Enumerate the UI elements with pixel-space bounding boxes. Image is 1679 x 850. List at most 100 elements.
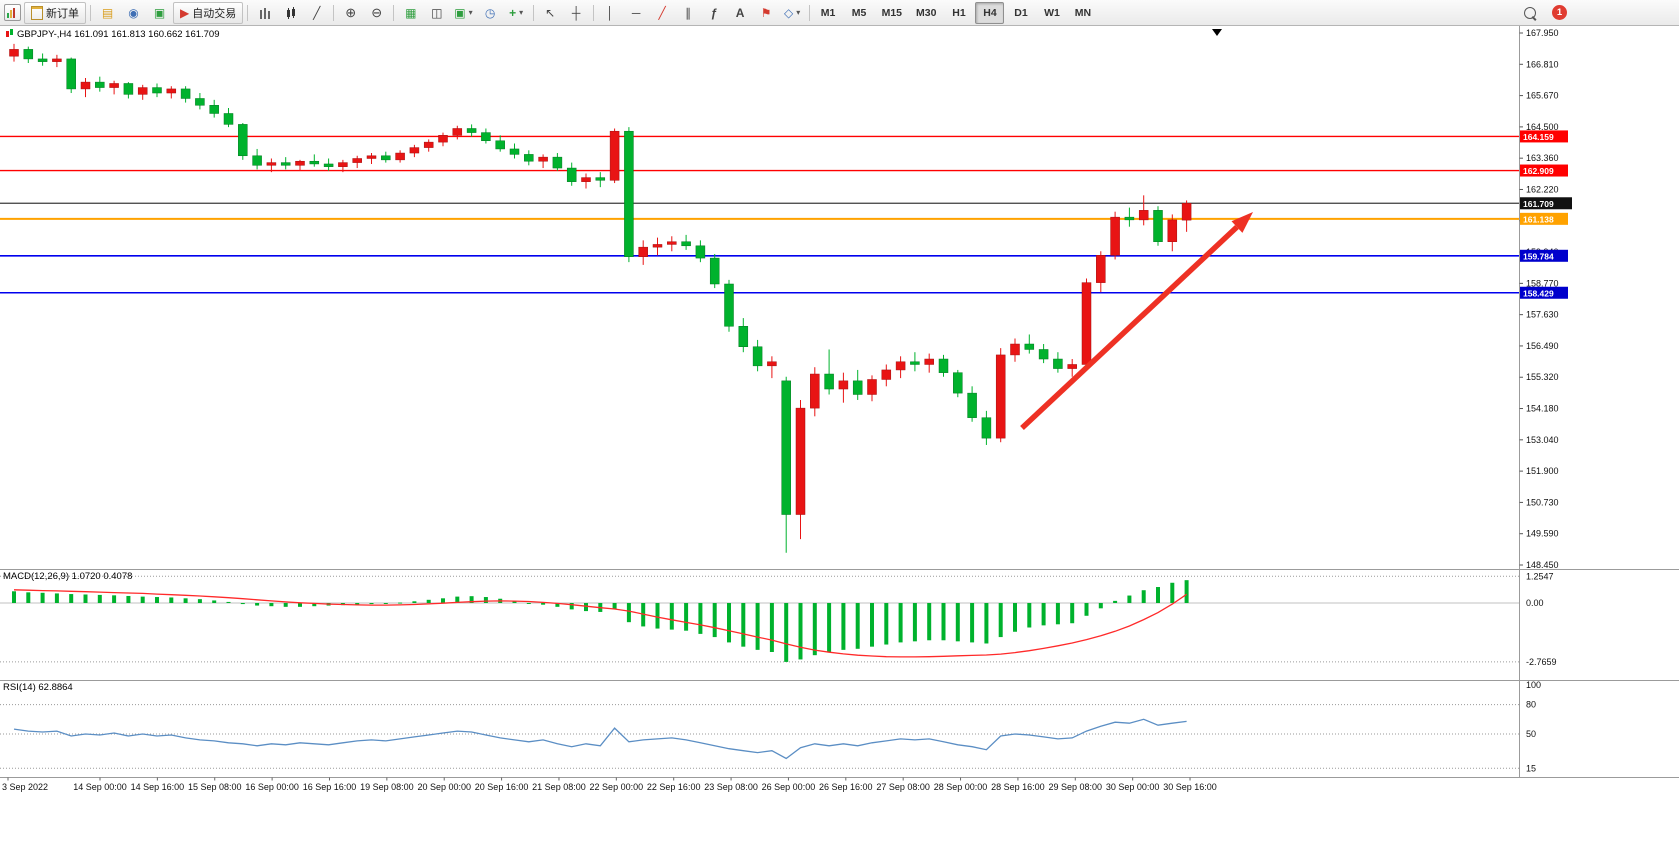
candle[interactable] [509, 148, 520, 155]
candle[interactable] [137, 87, 148, 95]
candle[interactable] [938, 358, 949, 373]
candle[interactable] [1138, 210, 1149, 221]
candle[interactable] [1181, 203, 1192, 221]
candle[interactable] [452, 128, 463, 136]
candle[interactable] [1153, 210, 1163, 242]
line-chart-button[interactable]: ╱ [304, 2, 329, 24]
candle[interactable] [552, 156, 563, 169]
candle[interactable] [881, 369, 892, 380]
timeframe-m5-button[interactable]: M5 [851, 6, 867, 19]
candle[interactable] [166, 88, 177, 94]
candle[interactable] [781, 380, 791, 515]
candle[interactable] [1096, 255, 1106, 283]
candle[interactable] [609, 130, 620, 181]
candle[interactable] [795, 407, 806, 515]
candle[interactable] [423, 141, 434, 148]
candle[interactable] [838, 380, 849, 390]
candle[interactable] [266, 162, 277, 166]
candle[interactable] [80, 81, 91, 90]
candle[interactable] [1124, 216, 1135, 221]
candle[interactable] [381, 155, 391, 161]
candle[interactable] [995, 354, 1006, 439]
candle[interactable] [209, 105, 219, 114]
candle[interactable] [1053, 358, 1063, 369]
candle[interactable] [481, 132, 491, 142]
candle[interactable] [953, 372, 963, 394]
candle[interactable] [667, 241, 677, 245]
terminal-button[interactable]: ▣ [147, 2, 172, 24]
candle[interactable] [1038, 349, 1049, 360]
candle[interactable] [352, 158, 362, 163]
bar-chart-button[interactable] [252, 2, 277, 24]
timeframe-h4-button[interactable]: H4 [975, 1, 1005, 24]
fibonacci-button[interactable]: ƒ [702, 2, 727, 24]
timeframe-m15-button[interactable]: M15 [881, 6, 903, 19]
shift-end-marker[interactable] [1212, 29, 1222, 36]
candle[interactable] [395, 152, 405, 161]
shapes-button[interactable]: ◇ ▾ [780, 2, 805, 24]
candle[interactable] [195, 98, 205, 106]
candle[interactable] [123, 83, 134, 95]
zoom-out-button[interactable]: ⊖ [364, 2, 389, 24]
candle[interactable] [810, 373, 820, 409]
candle[interactable] [109, 83, 119, 88]
candle[interactable] [1010, 343, 1020, 356]
candle[interactable] [1024, 343, 1035, 350]
candle[interactable] [280, 162, 291, 166]
candle[interactable] [624, 130, 634, 257]
candle[interactable] [52, 58, 62, 62]
candle[interactable] [595, 177, 606, 181]
vertical-line-button[interactable]: │ [598, 2, 623, 24]
candle[interactable] [438, 135, 448, 143]
timeframe-w1-button[interactable]: W1 [1044, 6, 1060, 19]
candle[interactable] [1167, 219, 1178, 242]
candle[interactable] [338, 162, 348, 167]
candle[interactable] [9, 49, 19, 57]
candle[interactable] [37, 58, 48, 62]
candle[interactable] [695, 245, 706, 259]
navigator-button[interactable]: ◉ [121, 2, 146, 24]
arrow-label-button[interactable]: ⚑ [754, 2, 779, 24]
timeframe-d1-button[interactable]: D1 [1014, 6, 1028, 19]
candle[interactable] [23, 49, 34, 60]
search-button[interactable] [1517, 2, 1542, 24]
candle[interactable] [1110, 216, 1120, 256]
candle[interactable] [852, 380, 863, 395]
candle[interactable] [709, 257, 720, 285]
candle[interactable] [824, 373, 834, 390]
cursor-button[interactable]: ↖ [538, 2, 563, 24]
candle[interactable] [66, 58, 76, 90]
candle[interactable] [366, 155, 377, 159]
candle[interactable] [967, 392, 977, 418]
new-order-button[interactable]: 新订单 [24, 1, 86, 24]
candle[interactable] [767, 361, 777, 367]
candle[interactable] [724, 283, 734, 327]
candle[interactable] [223, 113, 234, 125]
horizontal-line-button[interactable]: ─ [624, 2, 649, 24]
candle[interactable] [538, 156, 548, 162]
candle[interactable] [652, 244, 663, 248]
autotrade-button[interactable]: ▶ 自动交易 [173, 1, 244, 24]
candle[interactable] [295, 160, 305, 166]
candle[interactable] [309, 160, 320, 165]
timeframe-m1-button[interactable]: M1 [820, 6, 836, 19]
trend-arrow-head[interactable] [1231, 212, 1254, 233]
crosshair-button[interactable]: ┼ [564, 2, 589, 24]
market-watch-button[interactable]: ▤ [95, 2, 120, 24]
candle[interactable] [409, 147, 420, 154]
chart-canvas[interactable]: 167.950 166.810 165.670 164.500 163.360 162.2… [0, 26, 1679, 850]
candle[interactable] [581, 177, 591, 182]
candle[interactable] [152, 87, 162, 94]
candle[interactable] [495, 140, 505, 150]
candle[interactable] [466, 128, 477, 133]
trend-arrow-shaft[interactable] [1020, 225, 1239, 431]
candle[interactable] [910, 361, 920, 365]
new-chart-button[interactable]: ▣ ▾ [450, 2, 476, 24]
timeframe-mn-button[interactable]: MN [1074, 6, 1092, 19]
candle[interactable] [738, 326, 749, 347]
candle[interactable] [1067, 364, 1077, 369]
candle[interactable] [1081, 282, 1092, 365]
timeframe-m30-button[interactable]: M30 [916, 6, 937, 19]
notification-badge[interactable]: 1 [1552, 5, 1567, 20]
candle[interactable] [924, 358, 934, 365]
